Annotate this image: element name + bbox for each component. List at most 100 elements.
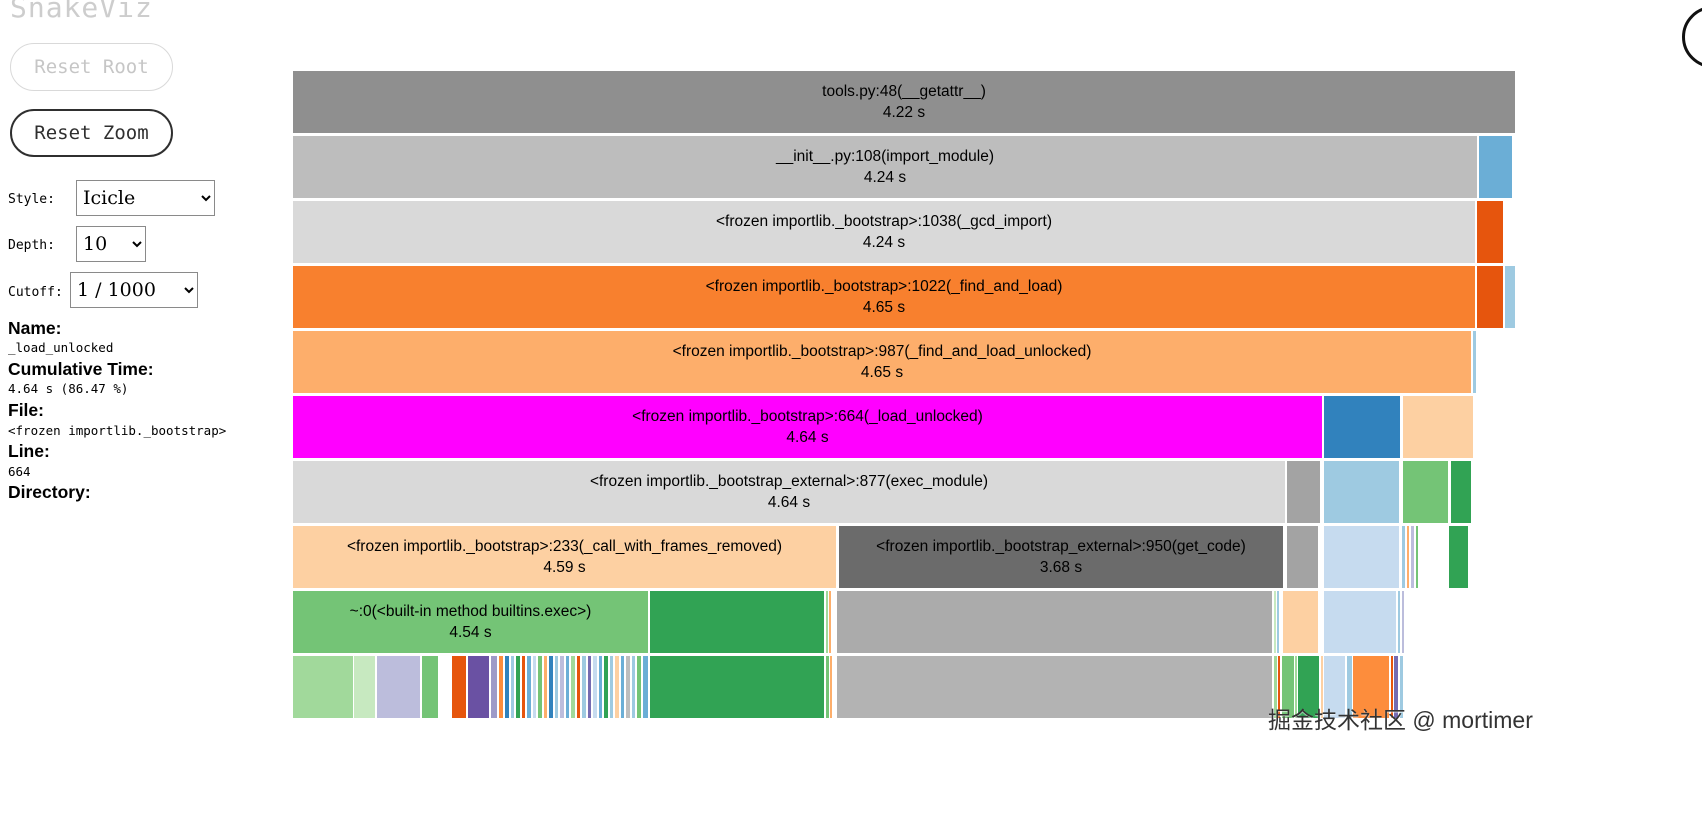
chart-segment[interactable] (1353, 656, 1389, 718)
chart-segment[interactable] (1274, 591, 1276, 653)
chart-segment[interactable] (511, 656, 514, 718)
name-label: Name: (8, 318, 62, 338)
chart-segment[interactable] (626, 656, 630, 718)
line-label: Line: (8, 441, 50, 462)
chart-segment[interactable] (577, 656, 580, 718)
chart-segment[interactable] (1324, 656, 1345, 718)
chart-segment[interactable] (1298, 656, 1319, 718)
chart-segment[interactable]: __init__.py:108(import_module) 4.24 s (293, 136, 1477, 198)
chart-segment[interactable] (650, 591, 824, 653)
chart-segment[interactable] (499, 656, 503, 718)
chart-segment[interactable] (1411, 526, 1414, 588)
chart-segment[interactable] (1295, 656, 1297, 718)
chart-segment[interactable]: <frozen importlib._bootstrap_external>:9… (839, 526, 1283, 588)
chart-segment[interactable] (516, 656, 520, 718)
chart-segment[interactable] (571, 656, 575, 718)
segment-label: <frozen importlib._bootstrap_external>:9… (876, 537, 1246, 555)
chart-segment[interactable] (588, 656, 591, 718)
style-select[interactable]: Icicle (76, 180, 215, 216)
chart-segment[interactable] (826, 591, 828, 653)
cutoff-label: Cutoff: (8, 285, 63, 300)
chart-segment[interactable] (1402, 526, 1405, 588)
chart-segment[interactable] (522, 656, 525, 718)
chart-segment[interactable] (1479, 136, 1512, 198)
chart-segment[interactable] (610, 656, 613, 718)
chart-segment[interactable]: <frozen importlib._bootstrap>:1038(_gcd_… (293, 201, 1475, 263)
chart-segment[interactable] (826, 656, 829, 718)
chart-segment[interactable] (1283, 591, 1318, 653)
chart-segment[interactable]: <frozen importlib._bootstrap>:987(_find_… (293, 331, 1471, 393)
chart-segment[interactable] (1287, 526, 1318, 588)
chart-segment[interactable] (538, 656, 542, 718)
reset-zoom-button[interactable]: Reset Zoom (10, 109, 173, 157)
selection-info-panel: Name: _load_unlocked Cumulative Time: 4.… (8, 318, 290, 505)
chart-segment[interactable]: <frozen importlib._bootstrap>:1022(_find… (293, 266, 1475, 328)
chart-segment[interactable] (1278, 656, 1280, 718)
chart-segment[interactable] (1403, 396, 1473, 458)
chart-segment[interactable] (1391, 656, 1393, 718)
chart-segment[interactable] (830, 656, 832, 718)
chart-segment[interactable] (468, 656, 489, 718)
reset-root-button[interactable]: Reset Root (10, 43, 173, 91)
chart-segment[interactable] (1505, 266, 1515, 328)
chart-segment[interactable] (650, 656, 824, 718)
chart-segment[interactable] (544, 656, 547, 718)
chart-segment[interactable] (549, 656, 553, 718)
segment-time: 4.24 s (863, 169, 907, 186)
chart-segment[interactable] (599, 656, 602, 718)
chart-segment[interactable]: <frozen importlib._bootstrap>:233(_call_… (293, 526, 836, 588)
chart-segment[interactable] (354, 656, 375, 718)
chart-segment[interactable] (1324, 396, 1400, 458)
chart-segment[interactable] (829, 591, 831, 653)
chart-segment[interactable] (632, 656, 635, 718)
chart-segment[interactable] (377, 656, 420, 718)
chart-segment[interactable]: <frozen importlib._bootstrap>:664(_load_… (293, 396, 1322, 458)
chart-segment[interactable] (1324, 461, 1399, 523)
segment-label: <frozen importlib._bootstrap>:1022(_find… (705, 277, 1063, 295)
chart-segment[interactable] (1477, 201, 1503, 263)
chart-segment[interactable] (1277, 591, 1279, 653)
chart-segment[interactable] (643, 656, 648, 718)
chart-segment[interactable] (505, 656, 509, 718)
chart-segment[interactable] (1400, 656, 1403, 718)
chart-segment[interactable]: ~:0(<built-in method builtins.exec>) 4.54… (293, 591, 648, 653)
chart-segment[interactable] (533, 656, 536, 718)
chart-segment[interactable] (1282, 656, 1294, 718)
cutoff-select[interactable]: 1 / 1000 (70, 272, 198, 308)
chart-segment[interactable] (422, 656, 438, 718)
chart-segment[interactable] (593, 656, 597, 718)
chart-segment[interactable] (491, 656, 497, 718)
chart-segment[interactable] (621, 656, 624, 718)
chart-segment[interactable] (452, 656, 466, 718)
chart-segment[interactable] (527, 656, 531, 718)
chart-segment[interactable] (604, 656, 608, 718)
chart-segment[interactable] (1287, 461, 1320, 523)
chart-segment[interactable] (615, 656, 619, 718)
chart-segment[interactable] (1473, 331, 1476, 393)
chart-segment[interactable] (1402, 591, 1404, 653)
chart-segment[interactable] (1324, 591, 1396, 653)
chart-segment[interactable] (560, 656, 564, 718)
chart-segment[interactable] (1321, 656, 1323, 718)
chart-segment[interactable] (837, 656, 1272, 718)
chart-segment[interactable] (1449, 526, 1468, 588)
chart-segment[interactable] (837, 591, 1272, 653)
chart-segment[interactable]: <frozen importlib._bootstrap_external>:8… (293, 461, 1285, 523)
chart-segment[interactable] (566, 656, 569, 718)
chart-segment[interactable] (293, 656, 353, 718)
chart-segment[interactable] (1398, 591, 1400, 653)
chart-segment[interactable] (1477, 266, 1503, 328)
depth-select[interactable]: 10 (76, 226, 146, 262)
chart-segment[interactable] (1274, 656, 1277, 718)
chart-segment[interactable] (637, 656, 641, 718)
chart-segment[interactable] (555, 656, 558, 718)
chart-segment[interactable] (1394, 656, 1398, 718)
chart-segment[interactable] (1451, 461, 1471, 523)
chart-segment[interactable] (1407, 526, 1409, 588)
chart-segment[interactable]: tools.py:48(__getattr__) 4.22 s (293, 71, 1515, 133)
chart-segment[interactable] (1403, 461, 1448, 523)
chart-segment[interactable] (1416, 526, 1418, 588)
chart-segment[interactable] (1347, 656, 1352, 718)
chart-segment[interactable] (1324, 526, 1399, 588)
chart-segment[interactable] (582, 656, 586, 718)
